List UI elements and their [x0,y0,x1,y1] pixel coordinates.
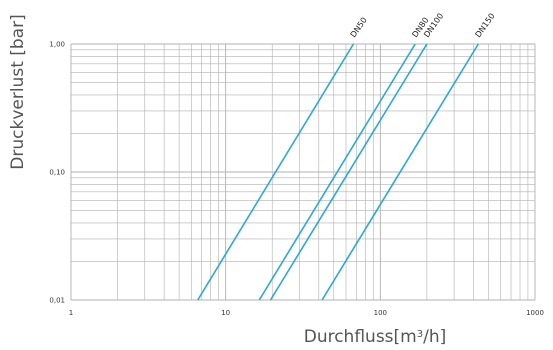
series-layer [197,43,479,301]
grid-layer [70,43,536,301]
series-line-dn100 [269,43,428,301]
x-tick-label: 100 [374,309,387,317]
series-line-dn80 [258,43,416,301]
x-tick-label: 1 [69,309,73,317]
series-line-dn150 [321,43,479,301]
x-tick-label: 10 [221,309,230,317]
y-tick-label: 0,01 [49,297,65,305]
x-tick-label: 1000 [526,309,544,317]
y-axis-title: Druckverlust [bar] [8,14,28,169]
series-line-dn50 [197,43,355,301]
y-tick-label: 1,00 [49,41,65,49]
series-label-dn50: DN50 [349,16,369,39]
x-axis-title: Durchfluss[m3/h] [304,327,447,347]
y-tick-label: 0,10 [49,169,65,177]
series-label-dn150: DN150 [474,12,497,40]
